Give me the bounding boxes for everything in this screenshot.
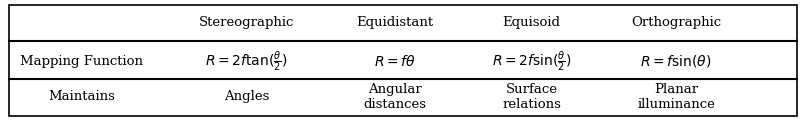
Text: Planar
illuminance: Planar illuminance xyxy=(638,83,715,111)
Text: $R = 2f\sin(\frac{\theta}{2})$: $R = 2f\sin(\frac{\theta}{2})$ xyxy=(492,49,571,73)
Text: Angular
distances: Angular distances xyxy=(364,83,426,111)
Text: $R = 2f\tan(\frac{\theta}{2})$: $R = 2f\tan(\frac{\theta}{2})$ xyxy=(205,49,288,73)
Text: Surface
relations: Surface relations xyxy=(502,83,561,111)
Text: $R = f\sin(\theta)$: $R = f\sin(\theta)$ xyxy=(640,53,712,69)
Text: Orthographic: Orthographic xyxy=(631,16,721,29)
Text: Mapping Function: Mapping Function xyxy=(20,55,143,67)
Text: Stereographic: Stereographic xyxy=(199,16,294,29)
Text: Equidistant: Equidistant xyxy=(356,16,434,29)
Text: Maintains: Maintains xyxy=(48,90,115,103)
Text: Angles: Angles xyxy=(224,90,269,103)
Text: $R = f\theta$: $R = f\theta$ xyxy=(374,54,416,68)
Text: Equisoid: Equisoid xyxy=(502,16,560,29)
